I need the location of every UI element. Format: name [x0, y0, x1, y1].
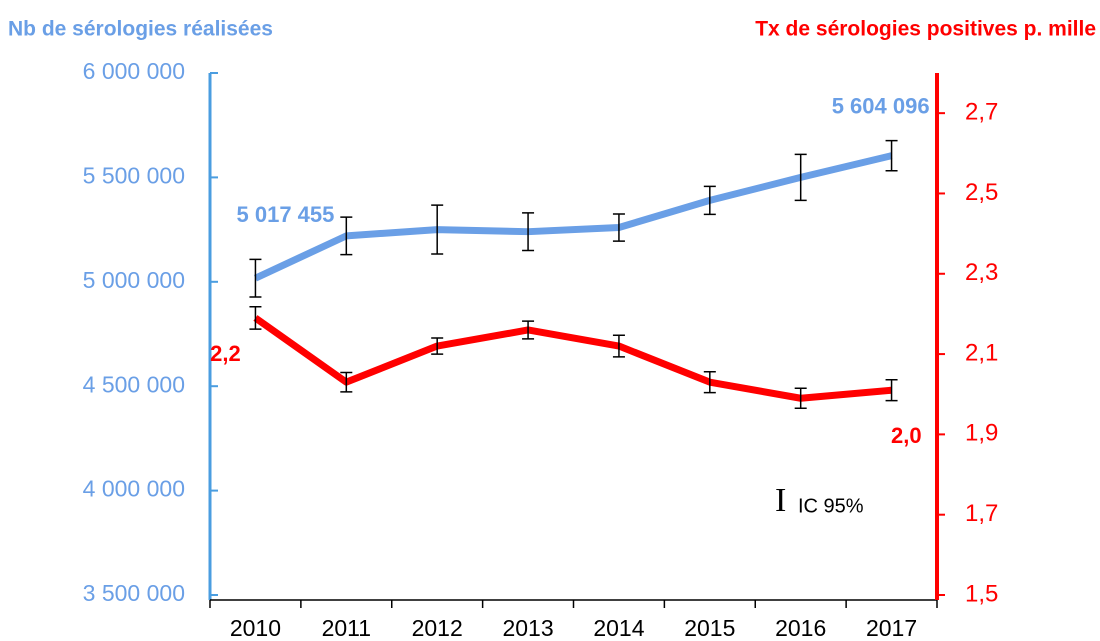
- y2-tick-label: 2,3: [965, 259, 998, 286]
- error-bar: [612, 213, 625, 242]
- error-bar: [703, 370, 716, 394]
- series-line: [253, 152, 893, 282]
- y-tick-label: 4 500 000: [83, 371, 185, 397]
- x-tick-label: 2010: [230, 615, 281, 641]
- y2-tick-label: 1,5: [965, 580, 998, 607]
- error-bar: [431, 204, 444, 255]
- error-bar: [249, 305, 262, 330]
- error-bar: [340, 371, 353, 393]
- y-tick-label: 3 500 000: [83, 580, 185, 606]
- data-label: 5 604 096: [832, 93, 930, 118]
- x-tick-label: 2016: [775, 615, 826, 641]
- y2-tick-label: 2,1: [965, 339, 998, 366]
- error-bar: [794, 387, 807, 410]
- error-bar: [522, 212, 535, 252]
- y-tick-label: 6 000 000: [83, 58, 185, 84]
- legend-label: IC 95%: [798, 495, 864, 517]
- data-label: 2,0: [891, 423, 922, 448]
- error-bar: [249, 258, 262, 298]
- y-tick-label: 4 000 000: [83, 476, 185, 502]
- error-bar: [612, 334, 625, 358]
- error-bar: [340, 216, 353, 256]
- error-bar: [431, 337, 444, 355]
- x-tick-label: 2011: [322, 615, 371, 641]
- data-label: 5 017 455: [237, 202, 335, 227]
- legend-icon: I: [775, 482, 786, 519]
- error-bar: [522, 320, 535, 340]
- error-bar: [703, 185, 716, 216]
- x-tick-label: 2013: [502, 615, 553, 641]
- y2-axis-title: Tx de sérologies positives p. mille: [755, 18, 1096, 41]
- error-bar: [885, 379, 898, 402]
- y2-tick-label: 1,7: [965, 500, 998, 527]
- x-tick-label: 2017: [866, 615, 917, 641]
- error-bar: [794, 153, 807, 202]
- x-tick-label: 2015: [684, 615, 735, 641]
- y2-tick-label: 2,7: [965, 98, 998, 125]
- x-tick-label: 2014: [593, 615, 644, 641]
- data-label: 2,2: [210, 341, 241, 366]
- error-bar: [885, 139, 898, 172]
- y2-tick-label: 1,9: [965, 420, 998, 447]
- y-tick-label: 5 000 000: [83, 267, 185, 293]
- y-axis-title: Nb de sérologies réalisées: [8, 18, 273, 41]
- series-line: [253, 315, 892, 402]
- x-tick-label: 2012: [412, 615, 463, 641]
- y-tick-label: 5 500 000: [83, 162, 185, 188]
- y2-tick-label: 2,5: [965, 179, 998, 206]
